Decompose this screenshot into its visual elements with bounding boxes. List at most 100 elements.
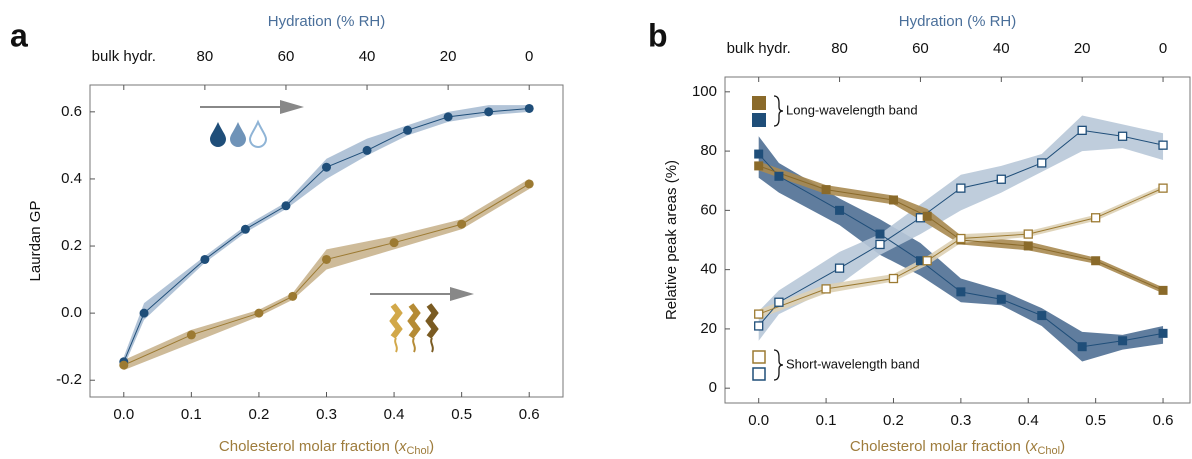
data-point	[403, 125, 413, 135]
x-tick-label: 0.0	[748, 412, 769, 429]
markers	[754, 125, 1168, 352]
data-point	[774, 297, 784, 307]
data-point	[956, 233, 966, 244]
plot-frame	[724, 76, 1191, 404]
y-tick-label: -0.2	[56, 371, 82, 388]
band	[758, 185, 1164, 319]
data-point	[888, 273, 899, 284]
data-point	[956, 183, 966, 193]
cholesterol-arrow	[370, 287, 474, 301]
y-tick-label: 0	[709, 379, 717, 396]
data-point	[362, 145, 372, 155]
x2-tick-label: 20	[440, 48, 457, 65]
x-tick-label: 0.5	[451, 406, 472, 423]
data-point	[1077, 342, 1087, 352]
data-point	[834, 263, 845, 273]
x2-tick-label: 80	[831, 40, 848, 57]
x-tick-label: 0.6	[1153, 412, 1174, 429]
data-point	[754, 321, 764, 331]
data-point	[1158, 285, 1168, 295]
x-tick-label: 0.3	[950, 412, 971, 429]
x2-axis-title: Hydration (% RH)	[899, 13, 1017, 30]
legend-label: Short-wavelength band	[786, 356, 920, 371]
lines	[123, 107, 530, 366]
legend-braces	[773, 95, 784, 381]
y-tick-label: 80	[700, 142, 717, 159]
band	[758, 136, 1164, 362]
data-point	[1158, 140, 1168, 150]
data-point	[1091, 213, 1101, 223]
y-tick-label: 0.0	[61, 304, 82, 321]
data-point	[922, 211, 932, 221]
data-point	[457, 219, 467, 229]
data-point	[821, 185, 831, 195]
data-point	[200, 254, 210, 264]
panel-label: a	[10, 17, 28, 53]
series-line	[758, 187, 1164, 315]
x-tick-label: 0.6	[519, 406, 540, 423]
data-point	[875, 229, 885, 239]
series-line	[123, 183, 530, 366]
x-axis-title-part: )	[1060, 438, 1065, 455]
x-axis-title-part: Cholesterol molar fraction (	[850, 438, 1030, 455]
data-point	[139, 308, 149, 318]
x2-tick-label: 40	[359, 48, 376, 65]
data-point	[524, 103, 534, 113]
legend-marker	[752, 350, 766, 364]
band	[123, 105, 530, 367]
y-tick-label: 20	[700, 320, 717, 337]
data-point	[1023, 229, 1033, 239]
data-point	[443, 112, 453, 122]
x-tick-label: 0.3	[316, 406, 337, 423]
x-axis-title-part: x	[1029, 438, 1038, 455]
data-point	[1158, 328, 1168, 338]
y-axis-title: Laurdan GP	[27, 201, 44, 282]
y-axis-title: Relative peak areas (%)	[663, 160, 680, 320]
x2-tick-label: bulk hydr.	[92, 48, 156, 65]
y-tick-label: 40	[700, 261, 717, 278]
x2-tick-label: 60	[278, 48, 295, 65]
series-line	[758, 165, 1164, 291]
band	[758, 115, 1164, 341]
y-tick-label: 0.4	[61, 170, 82, 187]
data-point	[754, 161, 764, 171]
panel-label: b	[648, 17, 668, 53]
x-tick-label: 0.2	[883, 412, 904, 429]
data-point	[754, 149, 764, 159]
data-point	[186, 330, 196, 340]
lipid-icons	[389, 303, 439, 353]
y-tick-label: 100	[692, 83, 717, 100]
data-point	[1037, 158, 1047, 168]
data-point	[281, 201, 291, 211]
x-tick-label: 0.2	[248, 406, 269, 423]
data-point	[821, 284, 831, 294]
hydration-arrow	[200, 100, 304, 114]
x-axis-title-part: x	[398, 438, 407, 455]
data-point	[1117, 131, 1128, 141]
legend-label: Long-wavelength band	[786, 102, 918, 117]
y-tick-label: 60	[700, 201, 717, 218]
x-tick-label: 0.1	[816, 412, 837, 429]
data-point	[240, 224, 250, 234]
data-point	[254, 308, 264, 318]
x2-tick-label: 40	[993, 40, 1010, 57]
data-point	[119, 360, 129, 370]
x2-axis-title: Hydration (% RH)	[268, 13, 386, 30]
x-tick-label: 0.1	[181, 406, 202, 423]
data-point	[754, 309, 764, 319]
x-axis-title-part: Cholesterol molar fraction (	[219, 438, 399, 455]
data-point	[389, 238, 399, 248]
data-point	[524, 179, 534, 189]
data-point	[288, 291, 298, 301]
x-axis-title-part: Chol	[406, 445, 429, 457]
data-point	[774, 171, 784, 181]
data-point	[322, 254, 331, 264]
data-point	[1118, 336, 1128, 346]
data-point	[322, 162, 331, 172]
data-point	[484, 107, 494, 117]
markers	[119, 103, 534, 370]
data-point	[996, 174, 1006, 184]
data-point	[888, 195, 898, 205]
data-point	[915, 256, 925, 266]
